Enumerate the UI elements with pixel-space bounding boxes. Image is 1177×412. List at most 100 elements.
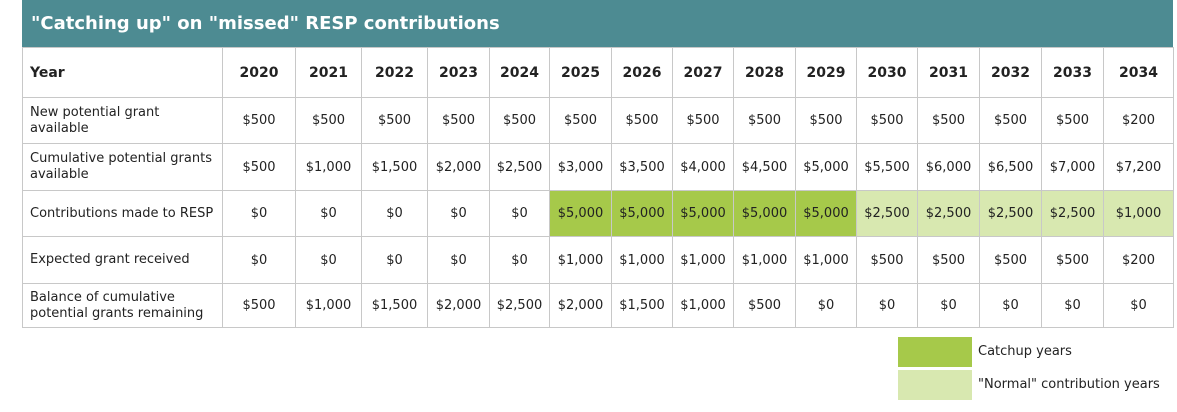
value-cell: $500 xyxy=(222,143,296,191)
data-table: Year 2020 2021 2022 2023 2024 2025 2026 2027 2028… xyxy=(22,47,1174,328)
table-row: Contributions made to RESP $0 $0 $0 $0 $0 $5,0… xyxy=(22,190,1174,237)
value-cell: $7,200 xyxy=(1103,143,1174,191)
year-header: 2029 xyxy=(795,47,857,98)
row-header-label: Year xyxy=(22,47,223,98)
value-cell: $500 xyxy=(295,97,362,144)
value-cell: $500 xyxy=(795,97,857,144)
value-cell: $0 xyxy=(361,236,428,284)
value-cell: $1,000 xyxy=(549,236,612,284)
row-label: Cumulative potential grants available xyxy=(22,143,223,191)
value-cell: $500 xyxy=(733,97,796,144)
value-cell: $500 xyxy=(222,97,296,144)
year-header: 2034 xyxy=(1103,47,1174,98)
value-cell: $500 xyxy=(672,97,734,144)
value-cell: $0 xyxy=(917,283,980,328)
value-cell: $7,000 xyxy=(1041,143,1104,191)
value-cell: $0 xyxy=(1041,283,1104,328)
value-cell: $500 xyxy=(611,97,673,144)
table-card: "Catching up" on "missed" RESP contribut… xyxy=(22,0,1174,328)
value-cell: $500 xyxy=(979,97,1042,144)
title-bar: "Catching up" on "missed" RESP contribut… xyxy=(22,0,1173,47)
legend-item: "Normal" contribution years xyxy=(898,370,1177,400)
value-cell: $0 xyxy=(427,190,490,237)
value-cell: $500 xyxy=(489,97,550,144)
year-header: 2032 xyxy=(979,47,1042,98)
legend-item: Catchup years xyxy=(898,337,1177,367)
legend-swatch xyxy=(898,337,972,367)
year-header: 2026 xyxy=(611,47,673,98)
value-cell: $0 xyxy=(295,190,362,237)
value-cell: $5,000 xyxy=(795,143,857,191)
value-cell: $2,500 xyxy=(1041,190,1104,237)
value-cell: $0 xyxy=(1103,283,1174,328)
value-cell: $0 xyxy=(222,190,296,237)
value-cell: $1,000 xyxy=(672,236,734,284)
value-cell: $0 xyxy=(979,283,1042,328)
value-cell: $200 xyxy=(1103,97,1174,144)
value-cell: $500 xyxy=(427,97,490,144)
value-cell: $5,000 xyxy=(611,190,673,237)
year-header: 2025 xyxy=(549,47,612,98)
value-cell: $500 xyxy=(979,236,1042,284)
value-cell: $5,000 xyxy=(672,190,734,237)
value-cell: $1,000 xyxy=(611,236,673,284)
year-header: 2027 xyxy=(672,47,734,98)
value-cell: $0 xyxy=(295,236,362,284)
year-header: 2031 xyxy=(917,47,980,98)
value-cell: $1,000 xyxy=(295,143,362,191)
year-header: 2021 xyxy=(295,47,362,98)
value-cell: $5,500 xyxy=(856,143,918,191)
value-cell: $0 xyxy=(856,283,918,328)
value-cell: $500 xyxy=(1041,236,1104,284)
value-cell: $500 xyxy=(549,97,612,144)
value-cell: $5,000 xyxy=(795,190,857,237)
year-header: 2023 xyxy=(427,47,490,98)
value-cell: $1,000 xyxy=(1103,190,1174,237)
value-cell: $2,500 xyxy=(856,190,918,237)
value-cell: $0 xyxy=(427,236,490,284)
value-cell: $6,000 xyxy=(917,143,980,191)
year-header: 2022 xyxy=(361,47,428,98)
value-cell: $1,500 xyxy=(361,283,428,328)
value-cell: $1,000 xyxy=(733,236,796,284)
row-label: Expected grant received xyxy=(22,236,223,284)
value-cell: $3,500 xyxy=(611,143,673,191)
row-label: Contributions made to RESP xyxy=(22,190,223,237)
value-cell: $0 xyxy=(222,236,296,284)
value-cell: $1,000 xyxy=(672,283,734,328)
year-header: 2020 xyxy=(222,47,296,98)
value-cell: $500 xyxy=(856,236,918,284)
value-cell: $0 xyxy=(489,190,550,237)
value-cell: $4,500 xyxy=(733,143,796,191)
legend-label: Catchup years xyxy=(978,344,1072,359)
value-cell: $1,500 xyxy=(361,143,428,191)
value-cell: $500 xyxy=(1041,97,1104,144)
value-cell: $0 xyxy=(489,236,550,284)
value-cell: $0 xyxy=(361,190,428,237)
value-cell: $2,000 xyxy=(427,143,490,191)
value-cell: $2,500 xyxy=(917,190,980,237)
value-cell: $2,500 xyxy=(489,143,550,191)
value-cell: $500 xyxy=(361,97,428,144)
value-cell: $2,000 xyxy=(549,283,612,328)
value-cell: $5,000 xyxy=(733,190,796,237)
value-cell: $2,500 xyxy=(489,283,550,328)
legend-swatch xyxy=(898,370,972,400)
value-cell: $200 xyxy=(1103,236,1174,284)
value-cell: $1,000 xyxy=(295,283,362,328)
year-header: 2024 xyxy=(489,47,550,98)
table-row: New potential grant available $500 $500 $50… xyxy=(22,97,1174,144)
year-header: 2030 xyxy=(856,47,918,98)
year-header: 2028 xyxy=(733,47,796,98)
value-cell: $1,500 xyxy=(611,283,673,328)
value-cell: $1,000 xyxy=(795,236,857,284)
value-cell: $500 xyxy=(733,283,796,328)
table-row: Expected grant received $0 $0 $0 $0 $0 $1,000 $… xyxy=(22,236,1174,284)
value-cell: $6,500 xyxy=(979,143,1042,191)
value-cell: $2,500 xyxy=(979,190,1042,237)
table-row: Balance of cumulative potential grants r… xyxy=(22,283,1174,328)
year-header: 2033 xyxy=(1041,47,1104,98)
value-cell: $3,000 xyxy=(549,143,612,191)
value-cell: $500 xyxy=(222,283,296,328)
